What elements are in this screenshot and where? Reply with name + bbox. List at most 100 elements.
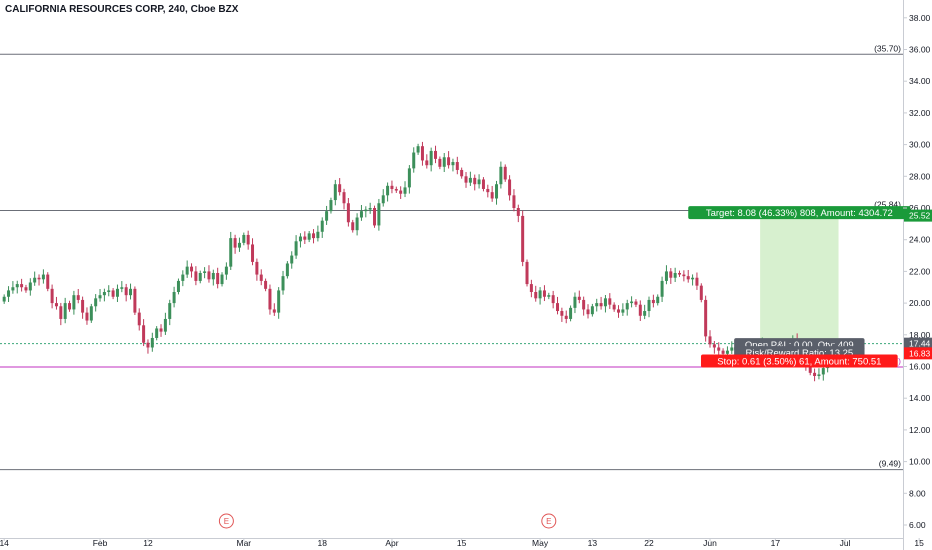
candle-body [534,292,538,299]
time-axis[interactable]: 14 Feb 12 Mar 18 Apr 15 May 13 22 Jun 17 Jul 15 [0,538,924,548]
earnings-marker-icon [541,513,557,529]
time-tick-label: 22 [644,538,654,548]
candle-body [355,217,359,231]
candle-body [329,200,333,212]
price-badge-bg [904,347,932,360]
candle-body [656,296,660,304]
candle-body [564,315,568,319]
candle-body [730,347,734,351]
candle-body [137,312,141,326]
candle-body [364,209,368,212]
candle-body [312,233,316,239]
candle-body [821,368,825,375]
candle-body [547,295,551,297]
candle-body [673,272,677,278]
candle-body [481,179,485,189]
candle-body [46,274,50,289]
time-tick-label: 12 [143,538,153,548]
earnings-marker-label: E [224,517,229,526]
candle-body [303,236,307,240]
candle-body [298,236,302,242]
candle-body [813,372,817,377]
candle-body [438,158,442,167]
candle-body [264,280,268,289]
candle-body [63,303,67,319]
candle-body [521,215,525,262]
candle-body [120,287,124,289]
candle-body [399,190,403,194]
candle-body [277,290,281,313]
horizontal-line-label: (9.49) [879,459,901,469]
candle-body [525,261,529,285]
candle-body [220,274,224,285]
candle-body [359,211,363,218]
symbol-title: CALIFORNIA RESOURCES CORP, 240, Cboe BZX [5,4,239,15]
candle-body [172,292,176,304]
candle-body [708,336,712,345]
price-tick-label: 6.00 [909,520,926,530]
candle-body [98,295,102,299]
time-tick-label: Jul [840,538,851,548]
candle-body [599,303,603,307]
time-tick-label: Feb [93,538,108,548]
candle-body [185,266,189,275]
candle-body [285,263,289,277]
time-tick-label: 14 [0,538,9,548]
candle-body [246,234,250,245]
candle-body [194,271,198,281]
candle-body [7,290,11,297]
candle-body [495,184,499,199]
candle-body [316,231,320,239]
candle-body [76,295,80,300]
candle-body [473,177,477,185]
candle-body [233,238,237,248]
candle-body [150,337,154,348]
candle-body [155,328,159,338]
price-badge-bg [904,209,932,222]
candle-body [54,303,58,307]
candle-body [442,157,446,167]
candle-body [595,303,599,307]
candle-body [37,277,41,280]
candle-body [255,261,259,275]
candle-body [198,272,202,281]
price-tick-label: 14.00 [909,393,931,403]
candle-body [190,266,194,272]
candle-body [115,288,119,297]
target-zone [760,215,839,344]
candle-body [651,299,655,304]
price-tick-label: 22.00 [909,266,931,276]
price-tick-label: 36.00 [909,45,931,55]
price-badge-bg [904,337,932,350]
candle-body [416,146,420,153]
candle-body [203,271,207,273]
candle-body [159,328,163,332]
candle-body [425,160,429,166]
candle-body [660,280,664,297]
price-axis[interactable]: 6.00 8.00 10.00 12.00 14.00 16.00 18.00 20.00 22… [903,13,932,530]
candle-body [699,285,703,300]
time-tick-label: 18 [318,538,328,548]
pnl-label: Open P&L: 0.00, Qty: 409 [745,340,854,351]
candle-body [89,306,93,321]
candle-body [704,299,708,337]
candle-body [577,296,581,300]
candle-body [163,318,167,332]
time-tick-label: 15 [914,538,924,548]
candle-body [412,152,416,169]
candle-body [468,177,472,183]
candle-body [586,309,590,315]
risk-reward-label: Risk/Reward Ratio: 13.25 [745,348,853,359]
candle-body [508,179,512,196]
price-tick-label: 34.00 [909,76,931,86]
price-badge: 25.52 [909,211,931,221]
candle-body [712,344,716,348]
stop-label: Stop: 0.61 (3.50%) 61, Amount: 750.51 [717,356,881,367]
candle-body [451,162,455,166]
price-badge: 16.83 [909,348,931,358]
candle-body [68,303,72,310]
candle-body [381,195,385,204]
candle-body [643,311,647,316]
candle-body [542,290,546,297]
